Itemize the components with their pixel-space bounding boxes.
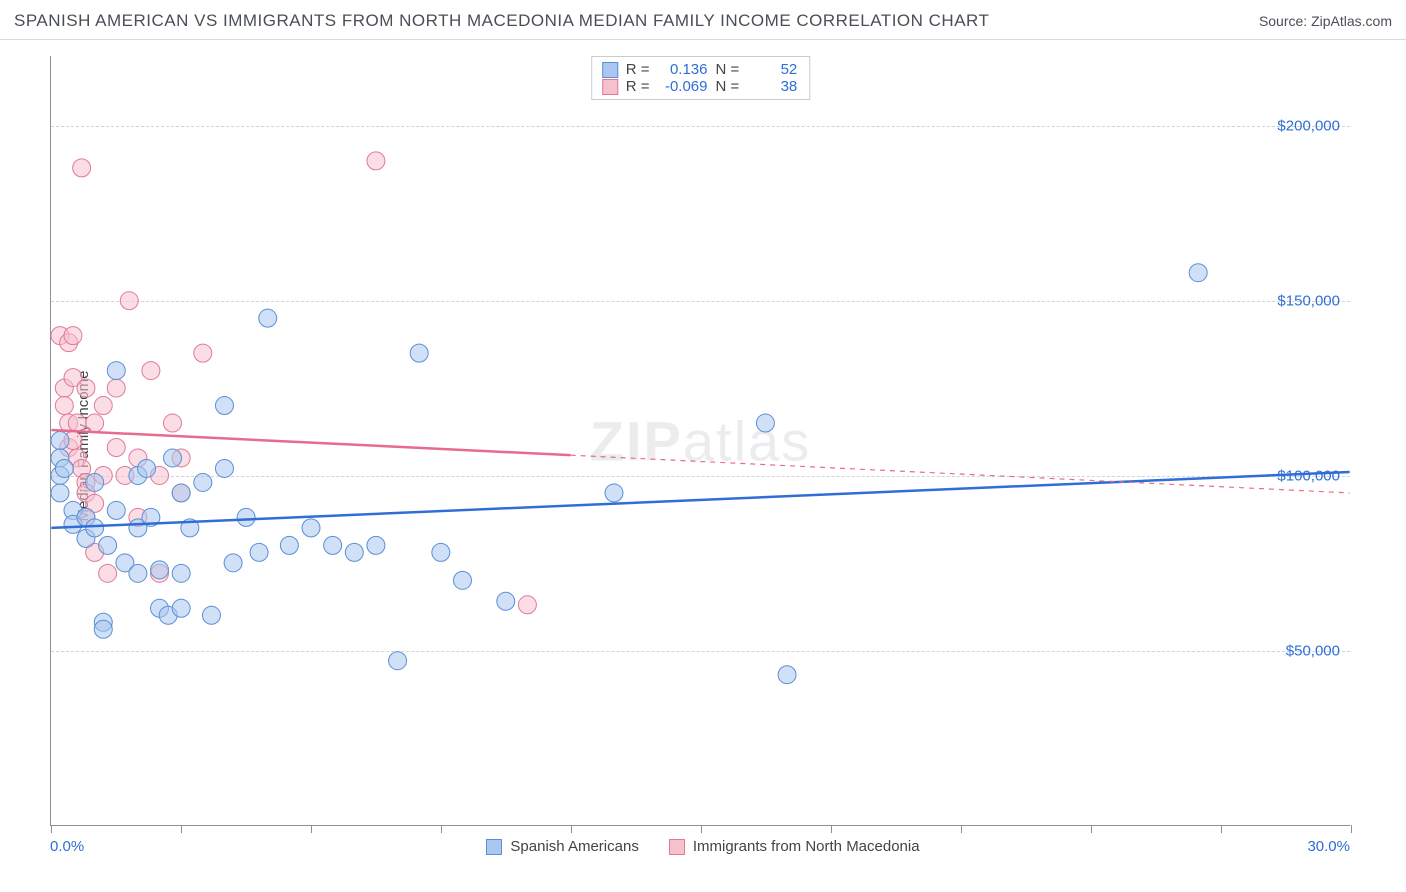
x-tick (51, 825, 52, 833)
data-point (172, 599, 190, 617)
data-point (129, 564, 147, 582)
legend-item-1: Immigrants from North Macedonia (669, 838, 920, 855)
data-point (1189, 264, 1207, 282)
data-point (302, 519, 320, 537)
bottom-legend: Spanish Americans Immigrants from North … (0, 838, 1406, 855)
data-point (142, 362, 160, 380)
title-bar: SPANISH AMERICAN VS IMMIGRANTS FROM NORT… (0, 0, 1406, 40)
x-tick (1091, 825, 1092, 833)
source-label: Source: ZipAtlas.com (1259, 13, 1392, 29)
x-tick (701, 825, 702, 833)
chart-svg (51, 56, 1350, 825)
data-point (324, 536, 342, 554)
trend-line (51, 472, 1349, 528)
data-point (138, 459, 156, 477)
data-point (99, 536, 117, 554)
data-point (778, 666, 796, 684)
stats-row-series-1: R = -0.069 N = 38 (602, 78, 798, 95)
r-value-0: 0.136 (658, 61, 708, 78)
data-point (73, 159, 91, 177)
data-point (99, 564, 117, 582)
legend-label-1: Immigrants from North Macedonia (693, 838, 920, 855)
data-point (756, 414, 774, 432)
data-point (202, 606, 220, 624)
chart-title: SPANISH AMERICAN VS IMMIGRANTS FROM NORT… (14, 11, 989, 31)
data-point (55, 459, 73, 477)
x-tick (181, 825, 182, 833)
legend-item-0: Spanish Americans (486, 838, 638, 855)
data-point (164, 449, 182, 467)
swatch-series-1 (602, 79, 618, 95)
data-point (367, 536, 385, 554)
n-label: N = (716, 78, 740, 95)
data-point (86, 473, 104, 491)
x-tick (441, 825, 442, 833)
data-point (120, 292, 138, 310)
data-point (224, 554, 242, 572)
legend-label-0: Spanish Americans (510, 838, 638, 855)
data-point (280, 536, 298, 554)
data-point (389, 652, 407, 670)
x-tick (831, 825, 832, 833)
data-point (51, 432, 69, 450)
data-point (151, 561, 169, 579)
data-point (68, 414, 86, 432)
r-label: R = (626, 61, 650, 78)
stats-legend-box: R = 0.136 N = 52 R = -0.069 N = 38 (591, 56, 811, 100)
data-point (410, 344, 428, 362)
trend-line (571, 455, 1350, 493)
data-point (164, 414, 182, 432)
data-point (107, 379, 125, 397)
swatch-icon (486, 839, 502, 855)
r-label: R = (626, 78, 650, 95)
data-point (94, 397, 112, 415)
swatch-icon (669, 839, 685, 855)
data-point (259, 309, 277, 327)
data-point (432, 543, 450, 561)
data-point (367, 152, 385, 170)
x-tick (311, 825, 312, 833)
swatch-series-0 (602, 62, 618, 78)
x-tick (571, 825, 572, 833)
x-tick (1351, 825, 1352, 833)
data-point (453, 571, 471, 589)
plot-area: ZIPatlas R = 0.136 N = 52 R = -0.069 N =… (50, 56, 1350, 826)
data-point (194, 344, 212, 362)
data-point (215, 397, 233, 415)
data-point (55, 397, 73, 415)
data-point (107, 501, 125, 519)
data-point (605, 484, 623, 502)
data-point (77, 379, 95, 397)
trend-line (51, 430, 570, 455)
stats-row-series-0: R = 0.136 N = 52 (602, 61, 798, 78)
data-point (497, 592, 515, 610)
data-point (51, 484, 69, 502)
data-point (107, 439, 125, 457)
data-point (64, 327, 82, 345)
n-label: N = (716, 61, 740, 78)
data-point (172, 484, 190, 502)
data-point (345, 543, 363, 561)
r-value-1: -0.069 (658, 78, 708, 95)
x-tick (961, 825, 962, 833)
data-point (172, 564, 190, 582)
data-point (107, 362, 125, 380)
data-point (86, 414, 104, 432)
data-point (250, 543, 268, 561)
data-point (237, 508, 255, 526)
data-point (94, 620, 112, 638)
data-point (86, 519, 104, 537)
n-value-0: 52 (747, 61, 797, 78)
data-point (215, 459, 233, 477)
n-value-1: 38 (747, 78, 797, 95)
data-point (518, 596, 536, 614)
data-point (194, 473, 212, 491)
x-tick (1221, 825, 1222, 833)
